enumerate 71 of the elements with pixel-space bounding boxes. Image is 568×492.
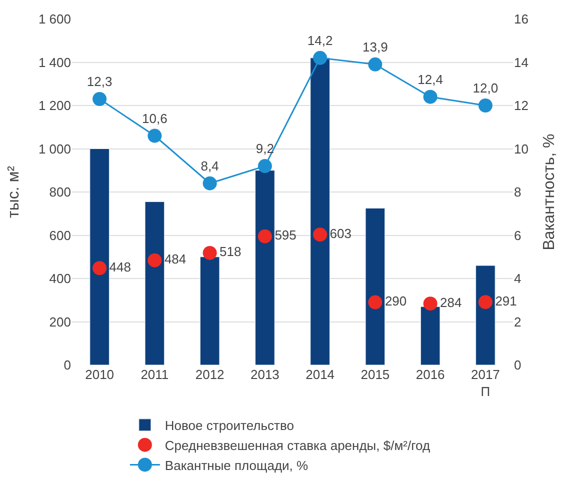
y2-tick-label: 2: [514, 314, 522, 330]
data-label: 518: [220, 244, 242, 260]
point: [92, 92, 107, 106]
y2-tick-label: 10: [514, 141, 528, 156]
bar: [200, 256, 220, 365]
y2-tick-label: 12: [514, 98, 528, 114]
data-label: 284: [440, 294, 462, 310]
y2-tick-label: 16: [514, 12, 528, 27]
y-tick-label: 200: [49, 314, 71, 330]
point: [202, 246, 217, 260]
legend-label: Вакантные площади, %: [164, 458, 309, 473]
data-label: 12,4: [418, 72, 443, 87]
y2-tick-label: 4: [514, 271, 522, 286]
x-tick-label: 2014: [306, 367, 335, 382]
data-label: 484: [164, 252, 186, 267]
point: [423, 90, 438, 104]
data-label: 9,2: [256, 141, 274, 156]
point: [423, 296, 438, 311]
point: [148, 253, 162, 268]
bar: [310, 58, 330, 365]
x-tick-label: 2013: [250, 367, 280, 382]
y-tick-label: 1 000: [38, 141, 71, 156]
y2-tick-label: 6: [514, 228, 522, 243]
data-label: 12,0: [472, 80, 498, 96]
y2-tick-label: 0: [514, 358, 522, 373]
y2-tick-label: 8: [514, 184, 522, 200]
y-axis-title: тыс. м²: [5, 165, 22, 218]
bar: [365, 208, 386, 365]
legend-label: Новое строительство: [164, 418, 294, 433]
data-label: 14,2: [307, 32, 333, 48]
data-label: 603: [330, 226, 352, 241]
data-label: 13,9: [362, 39, 388, 54]
y-tick-label: 400: [49, 271, 71, 286]
x-tick-label: 2010: [85, 367, 114, 382]
y-tick-label: 600: [49, 228, 71, 243]
x-tick-label: 2011: [140, 367, 169, 382]
x-tick-label: 2015: [360, 367, 390, 382]
point: [478, 98, 492, 112]
x-tick-label: 2012: [195, 367, 224, 382]
point: [368, 295, 382, 310]
point: [258, 229, 272, 244]
y2-axis-title: Вакантность, %: [541, 134, 558, 250]
y-tick-label: 0: [64, 358, 71, 373]
y-tick-label: 800: [49, 184, 71, 200]
data-label: 10,6: [142, 110, 168, 126]
data-label: 595: [274, 228, 296, 243]
point: [368, 57, 382, 72]
bar: [144, 201, 165, 365]
point: [478, 295, 492, 310]
point: [313, 228, 328, 242]
point: [148, 128, 162, 143]
legend-label: Средневзвешенная ставка аренды, $/м²/год: [164, 438, 430, 453]
bar: [255, 170, 275, 365]
data-label: 12,3: [86, 74, 112, 90]
bar: [420, 306, 440, 365]
y-tick-label: 1 400: [38, 54, 71, 70]
point: [92, 261, 107, 276]
data-label: 448: [109, 259, 132, 274]
x-tick-label: 2017 П: [470, 367, 500, 399]
y-tick-label: 1 600: [38, 12, 71, 27]
data-label: 290: [384, 294, 407, 309]
bar: [90, 148, 110, 365]
bar: [476, 265, 496, 365]
y-tick-label: 1 200: [38, 98, 71, 114]
point: [202, 176, 217, 190]
x-tick-label: 2016: [416, 367, 445, 382]
point: [258, 159, 272, 174]
data-label: 8,4: [200, 158, 219, 174]
y2-tick-label: 14: [514, 54, 528, 70]
data-label: 291: [495, 293, 517, 308]
point: [313, 50, 328, 65]
